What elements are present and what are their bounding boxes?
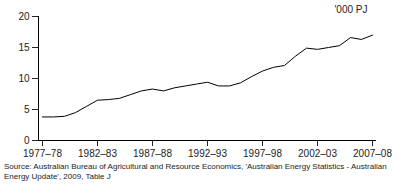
svg-text:1992–93: 1992–93 <box>188 148 227 159</box>
svg-text:1997–98: 1997–98 <box>243 148 282 159</box>
svg-text:2002–03: 2002–03 <box>298 148 337 159</box>
svg-text:10: 10 <box>18 73 30 84</box>
svg-text:0: 0 <box>24 135 30 146</box>
svg-text:1987–88: 1987–88 <box>133 148 172 159</box>
svg-text:2007–08: 2007–08 <box>353 148 392 159</box>
svg-text:'000 PJ: '000 PJ <box>334 4 367 15</box>
html-text:Source: Australian Bureau of A: Source: Australian Bureau of Agricultura… <box>4 162 387 181</box>
svg-text:20: 20 <box>18 11 30 22</box>
svg-text:1982–83: 1982–83 <box>78 148 117 159</box>
svg-text:15: 15 <box>18 42 30 53</box>
svg-text:1977–78: 1977–78 <box>23 148 62 159</box>
svg-text:5: 5 <box>24 104 30 115</box>
